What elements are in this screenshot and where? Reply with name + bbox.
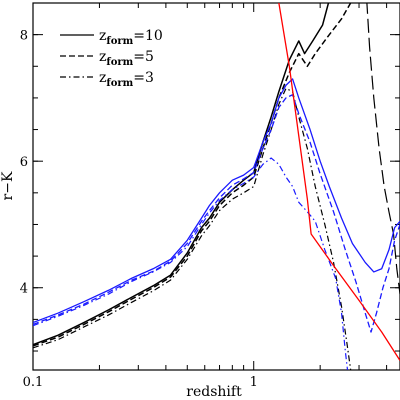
legend-sub-2: form [106, 57, 133, 68]
series-line-4 [33, 78, 400, 324]
legend: zform=10 zform=5 zform=3 [60, 28, 163, 89]
series-line-1 [33, 3, 352, 347]
x-tick-label-0: 0.1 [23, 375, 44, 390]
x-axis-label: redshift [186, 384, 242, 400]
legend-sub-3: form [106, 78, 133, 89]
legend-label-zform-10: zform=10 [99, 28, 163, 47]
legend-var-2: z [99, 49, 106, 65]
y-tick-label-1: 6 [20, 155, 28, 170]
y-axis-label: r−K [0, 171, 16, 200]
legend-eq-1: =10 [133, 28, 163, 44]
axis-ticks: 0.1 1 4 6 8 [20, 2, 400, 390]
legend-label-zform-5: zform=5 [99, 49, 154, 68]
x-tick-label-1: 1 [250, 375, 258, 390]
legend-label-zform-3: zform=3 [99, 70, 154, 89]
plot-area [32, 2, 400, 371]
legend-sub-1: form [106, 36, 133, 47]
series-group [33, 3, 400, 370]
legend-var-1: z [99, 28, 106, 44]
series-line-2 [33, 87, 352, 370]
y-tick-label-2: 8 [20, 29, 28, 44]
legend-eq-3: =3 [133, 70, 154, 86]
series-line-3 [366, 3, 400, 295]
legend-var-3: z [99, 70, 106, 86]
series-line-6 [33, 157, 349, 370]
series-line-7 [278, 3, 400, 361]
legend-eq-2: =5 [133, 49, 154, 65]
y-tick-label-0: 4 [20, 282, 28, 297]
